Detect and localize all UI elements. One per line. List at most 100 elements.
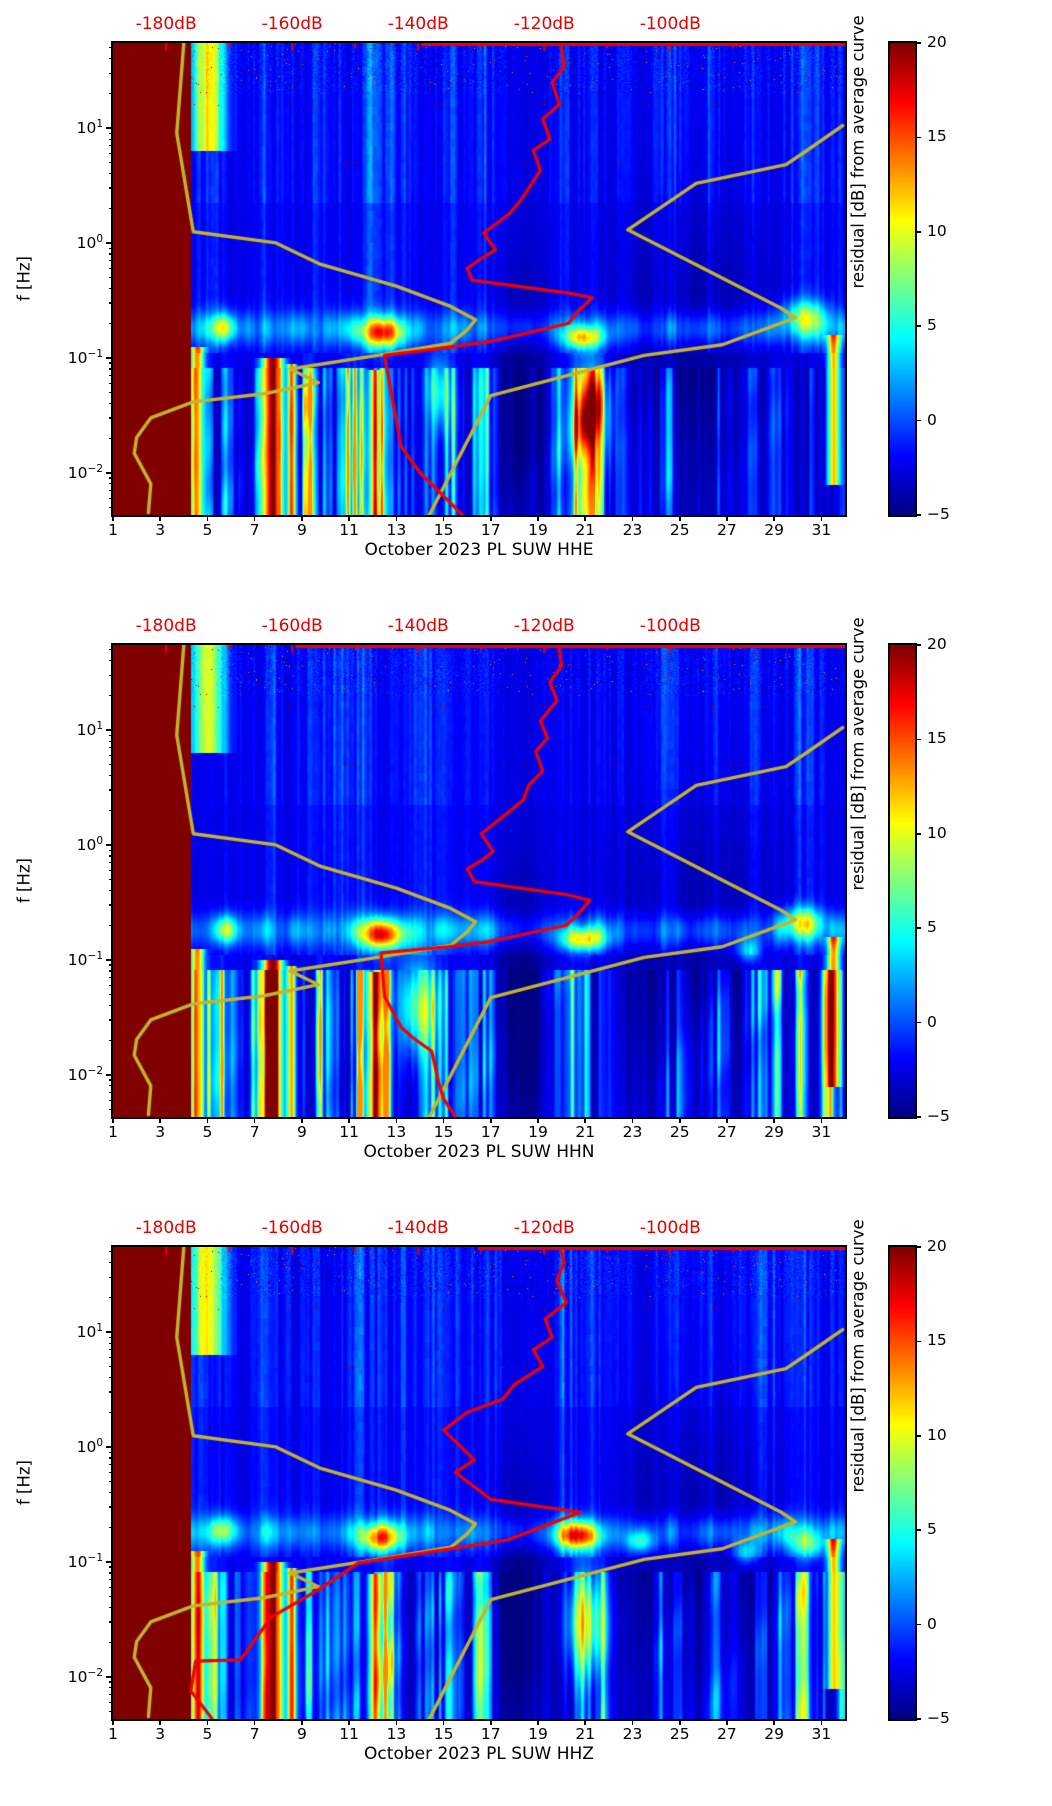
colorbar-tick-label: 15: [927, 127, 947, 146]
x-tick-label: 11: [339, 1123, 359, 1141]
y-tick: [106, 729, 113, 731]
y-minor-tick: [109, 754, 113, 757]
y-minor-tick: [109, 878, 113, 881]
x-tick-label: 29: [764, 1725, 785, 1743]
colorbar-tick: [915, 644, 921, 646]
y-minor-tick: [109, 1480, 113, 1483]
x-tick: [537, 1117, 539, 1123]
x-tick: [678, 515, 681, 521]
y-tick: [106, 127, 113, 129]
y-minor-tick: [109, 483, 113, 485]
y-minor-tick: [109, 1085, 113, 1087]
y-minor-tick: [109, 740, 113, 742]
x-tick: [490, 515, 492, 521]
top-axis-db-label: -120dB: [513, 1218, 575, 1238]
x-tick: [631, 1117, 634, 1123]
colorbar-tick-label: −5: [927, 1709, 950, 1727]
y-axis-label: f [Hz]: [14, 1460, 34, 1505]
y-tick-label: 100: [76, 1436, 103, 1456]
y-minor-tick: [109, 402, 113, 405]
y-minor-tick: [109, 993, 113, 996]
x-tick: [112, 515, 114, 521]
x-tick-label: 13: [386, 1123, 407, 1141]
panel-hhn: f [Hz] residual [dB] from average curve …: [0, 602, 1052, 1204]
y-minor-tick: [109, 1276, 113, 1278]
colorbar-hhn: [890, 645, 915, 1117]
y-minor-tick: [109, 1251, 113, 1253]
colorbar-tick: [915, 419, 921, 422]
y-tick: [106, 1073, 113, 1076]
y-minor-tick: [109, 288, 113, 290]
x-tick-label: 5: [202, 1725, 213, 1743]
y-minor-tick: [109, 904, 113, 906]
x-tick-label: 1: [108, 1123, 118, 1141]
y-minor-tick: [109, 1365, 113, 1368]
y-minor-tick: [109, 173, 113, 175]
y-minor-tick: [109, 890, 113, 892]
x-tick-label: 17: [480, 1123, 501, 1141]
x-axis-title: October 2023 PL SUW HHE: [364, 540, 594, 560]
x-tick: [537, 1719, 539, 1725]
y-minor-tick: [109, 1377, 113, 1379]
y-minor-tick: [109, 734, 113, 736]
x-tick: [726, 1117, 728, 1123]
colorbar-tick: [915, 325, 921, 327]
y-minor-tick: [109, 322, 113, 324]
top-axis-db-label: -160dB: [261, 14, 323, 34]
y-minor-tick: [109, 1606, 113, 1609]
top-axis-db-label: -100dB: [639, 616, 701, 636]
x-tick-label: 27: [717, 1725, 737, 1743]
colorbar-tick-label: 20: [927, 33, 947, 51]
y-minor-tick: [109, 747, 113, 749]
x-tick: [490, 1117, 492, 1123]
y-minor-tick: [109, 1451, 113, 1453]
colorbar-tick-label: 10: [927, 823, 947, 842]
y-minor-tick: [109, 775, 113, 777]
y-minor-tick: [109, 964, 113, 966]
x-tick: [442, 515, 445, 521]
y-minor-tick: [109, 970, 113, 972]
x-tick-label: 13: [386, 1725, 407, 1743]
y-minor-tick: [109, 58, 113, 60]
y-minor-tick: [109, 132, 113, 134]
x-tick: [584, 1117, 587, 1123]
x-tick-label: 9: [296, 1123, 307, 1141]
colorbar-tick: [915, 1529, 921, 1531]
colorbar-tick: [915, 1116, 921, 1118]
y-minor-tick: [109, 391, 113, 394]
y-minor-tick: [109, 1506, 113, 1508]
colorbar-tick: [915, 1435, 921, 1437]
colorbar-label: residual [dB] from average curve: [848, 1219, 868, 1493]
y-minor-tick: [109, 497, 113, 499]
y-tick-label: 10−2: [67, 462, 103, 482]
y-minor-tick: [109, 207, 113, 209]
top-axis-db-label: -140dB: [387, 616, 449, 636]
x-tick: [726, 1719, 728, 1725]
x-tick: [159, 1719, 162, 1725]
colorbar-tick-label: 5: [927, 316, 937, 335]
x-tick-label: 9: [296, 521, 307, 539]
y-minor-tick: [109, 302, 113, 304]
x-tick: [820, 515, 823, 521]
top-axis-db-label: -100dB: [639, 1218, 701, 1238]
y-minor-tick: [109, 1492, 113, 1494]
y-axis-label: f [Hz]: [14, 256, 34, 301]
colorbar-tick: [915, 833, 921, 835]
y-minor-tick: [109, 862, 113, 864]
colorbar-tick-label: 10: [927, 1425, 947, 1444]
colorbar-tick: [915, 1718, 921, 1720]
x-tick: [206, 1719, 209, 1725]
x-tick-label: 25: [669, 521, 690, 539]
y-minor-tick: [109, 382, 113, 384]
x-tick-label: 17: [480, 521, 501, 539]
y-minor-tick: [109, 161, 113, 164]
y-minor-tick: [109, 375, 113, 377]
x-tick-label: 1: [108, 1725, 118, 1743]
x-tick-label: 19: [528, 521, 548, 539]
x-tick-label: 9: [296, 1725, 307, 1743]
y-minor-tick: [109, 437, 113, 439]
colorbar-label: residual [dB] from average curve: [848, 617, 868, 891]
x-tick-label: 27: [717, 521, 737, 539]
y-minor-tick: [109, 649, 113, 651]
x-tick: [253, 515, 256, 521]
